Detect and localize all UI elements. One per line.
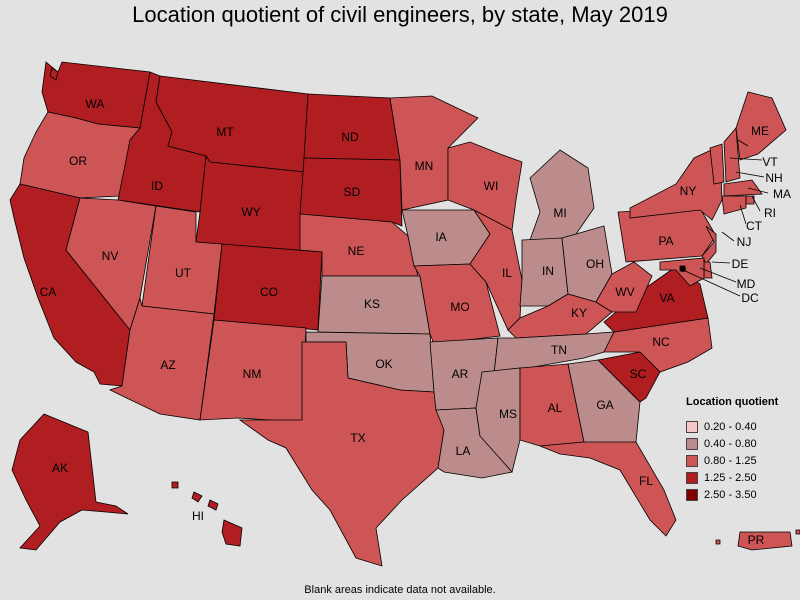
- state-label-sc: SC: [630, 367, 647, 381]
- state-label-ia: IA: [435, 230, 446, 244]
- state-label-wi: WI: [484, 179, 499, 193]
- state-label-nm: NM: [243, 367, 262, 381]
- legend-item: 1.25 - 2.50: [686, 469, 778, 486]
- state-label-ak: AK: [52, 461, 68, 475]
- state-label-nd: ND: [341, 130, 359, 144]
- legend-item: 0.20 - 0.40: [686, 418, 778, 435]
- legend-swatch: [686, 420, 698, 433]
- legend-item: 2.50 - 3.50: [686, 486, 778, 503]
- legend-label: 0.80 - 1.25: [704, 454, 757, 467]
- state-mi[interactable]: [529, 149, 595, 241]
- state-label-wy: WY: [241, 205, 260, 219]
- state-label-ne: NE: [348, 244, 365, 258]
- state-ct[interactable]: [721, 195, 747, 215]
- state-label-me: ME: [751, 124, 769, 138]
- state-label-tn: TN: [551, 343, 567, 357]
- state-wi[interactable]: [447, 141, 523, 231]
- legend-item: 0.40 - 0.80: [686, 435, 778, 452]
- state-sd[interactable]: [299, 157, 403, 227]
- legend-title: Location quotient: [686, 396, 779, 408]
- state-pr-part[interactable]: [715, 539, 721, 545]
- state-ma[interactable]: [723, 179, 763, 197]
- legend-label: 0.20 - 0.40: [704, 420, 757, 433]
- state-sc[interactable]: [597, 351, 661, 403]
- state-label-ok: OK: [375, 357, 392, 371]
- state-label-fl: FL: [639, 474, 653, 488]
- state-label-al: AL: [548, 401, 563, 415]
- state-label-va: VA: [659, 291, 674, 305]
- state-nh[interactable]: [723, 127, 741, 183]
- state-hi-part[interactable]: [191, 491, 203, 503]
- legend-swatch: [686, 471, 698, 484]
- state-hi-part[interactable]: [171, 481, 179, 489]
- state-ak[interactable]: [11, 413, 129, 551]
- state-label-pa: PA: [658, 234, 673, 248]
- state-label-nj: NJ: [737, 235, 752, 249]
- state-wa-part[interactable]: [49, 67, 59, 81]
- state-tx[interactable]: [238, 341, 445, 567]
- state-me[interactable]: [735, 91, 787, 161]
- state-label-nv: NV: [102, 249, 119, 263]
- legend: Location quotient 0.20 - 0.40 0.40 - 0.80…: [686, 396, 778, 503]
- state-label-hi: HI: [192, 509, 204, 523]
- state-ny[interactable]: [629, 145, 723, 221]
- state-md[interactable]: [659, 257, 705, 287]
- state-label-az: AZ: [160, 358, 175, 372]
- state-label-nc: NC: [652, 335, 670, 349]
- state-label-tx: TX: [350, 431, 365, 445]
- state-hi[interactable]: [221, 519, 243, 547]
- state-label-ct: CT: [746, 219, 763, 233]
- state-fl[interactable]: [539, 441, 677, 537]
- state-label-or: OR: [69, 154, 87, 168]
- state-label-co: CO: [260, 285, 278, 299]
- state-label-ca: CA: [40, 285, 57, 299]
- legend-label: 2.50 - 3.50: [704, 488, 757, 501]
- legend-label: 0.40 - 0.80: [704, 437, 757, 450]
- state-label-nh: NH: [765, 171, 782, 185]
- state-nd[interactable]: [303, 93, 401, 161]
- state-label-ri: RI: [764, 206, 776, 220]
- state-wy[interactable]: [195, 154, 305, 253]
- callout-lines: [682, 139, 769, 297]
- state-label-oh: OH: [586, 257, 604, 271]
- state-label-pr: PR: [748, 533, 765, 547]
- legend-swatch: [686, 488, 698, 501]
- state-label-ar: AR: [452, 367, 469, 381]
- state-label-vt: VT: [762, 155, 778, 169]
- state-label-ks: KS: [364, 297, 380, 311]
- state-label-ut: UT: [175, 266, 192, 280]
- legend-item: 0.80 - 1.25: [686, 452, 778, 469]
- state-label-md: MD: [737, 277, 756, 291]
- state-label-ms: MS: [499, 407, 517, 421]
- state-label-ga: GA: [596, 398, 613, 412]
- state-label-il: IL: [502, 266, 512, 280]
- map-title: Location quotient of civil engineers, by…: [132, 2, 668, 27]
- state-label-mt: MT: [216, 125, 234, 139]
- state-label-ky: KY: [571, 306, 587, 320]
- state-label-wv: WV: [615, 285, 634, 299]
- state-label-in: IN: [542, 264, 554, 278]
- state-label-de: DE: [732, 257, 749, 271]
- state-label-mn: MN: [415, 159, 434, 173]
- state-label-ny: NY: [680, 184, 697, 198]
- state-label-id: ID: [151, 179, 163, 193]
- state-pr-part[interactable]: [795, 529, 800, 535]
- state-pr[interactable]: [737, 531, 793, 551]
- legend-swatch: [686, 454, 698, 467]
- state-label-mo: MO: [450, 300, 469, 314]
- state-hi-part[interactable]: [207, 499, 219, 511]
- state-label-la: LA: [456, 444, 471, 458]
- state-az[interactable]: [108, 296, 215, 421]
- state-label-mi: MI: [553, 206, 566, 220]
- state-label-sd: SD: [344, 185, 361, 199]
- legend-label: 1.25 - 2.50: [704, 471, 757, 484]
- state-vt[interactable]: [709, 143, 725, 185]
- legend-swatch: [686, 437, 698, 450]
- state-wv[interactable]: [595, 261, 653, 313]
- footnote: Blank areas indicate data not available.: [304, 584, 496, 596]
- state-label-dc: DC: [741, 291, 759, 305]
- state-label-wa: WA: [86, 97, 105, 111]
- state-label-ma: MA: [773, 187, 791, 201]
